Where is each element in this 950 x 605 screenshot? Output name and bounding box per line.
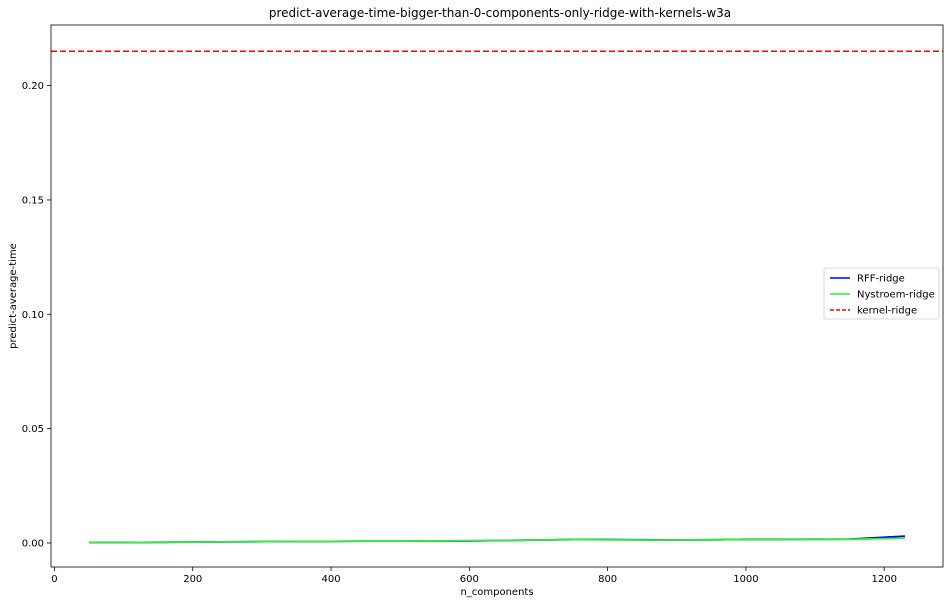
legend: RFF-ridge Nystroem-ridge kernel-ridge — [823, 267, 940, 320]
series-line-Nystroem-ridge — [89, 537, 905, 544]
series-layer — [51, 50, 943, 544]
legend-label-RFF-ridge: RFF-ridge — [857, 274, 905, 285]
x-tick-label: 400 — [321, 574, 340, 585]
legend-box — [823, 267, 940, 320]
x-tick-label: 1000 — [733, 574, 758, 585]
legend-label-Nystroem-ridge: Nystroem-ridge — [857, 290, 935, 301]
y-tick-label: 0.00 — [22, 538, 44, 549]
y-axis: 0.00 0.05 0.10 0.15 0.20 — [22, 81, 51, 549]
x-tick-label: 1200 — [871, 574, 896, 585]
y-tick-label: 0.15 — [22, 195, 44, 206]
x-tick-label: 800 — [598, 574, 617, 585]
plot-area — [51, 25, 943, 567]
x-axis-label: n_components — [460, 587, 533, 598]
y-tick-label: 0.10 — [22, 310, 44, 321]
chart-title: predict-average-time-bigger-than-0-compo… — [269, 6, 731, 20]
x-tick-label: 200 — [183, 574, 202, 585]
x-tick-label: 600 — [460, 574, 479, 585]
legend-label-kernel-ridge: kernel-ridge — [857, 306, 917, 317]
x-axis: 0 200 400 600 800 1000 1200 — [51, 567, 897, 585]
plot-frame — [50, 24, 944, 568]
y-tick-label: 0.20 — [22, 81, 44, 92]
y-axis-label: predict-average-time — [8, 243, 19, 349]
x-tick-label: 0 — [51, 574, 57, 585]
y-tick-label: 0.05 — [22, 424, 44, 435]
